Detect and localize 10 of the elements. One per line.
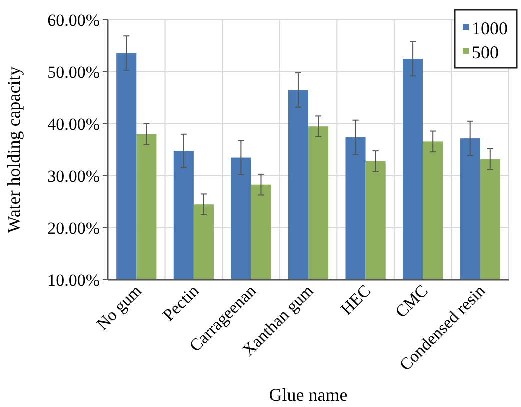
y-tick-label: 50.00% <box>48 62 100 82</box>
x-axis-title: Glue name <box>269 385 348 405</box>
y-tick-label: 60.00% <box>48 10 100 30</box>
legend-label: 500 <box>472 42 499 62</box>
y-tick-label: 40.00% <box>48 114 100 134</box>
y-axis-title: Water holding capacity <box>4 66 24 234</box>
y-tick-label: 10.00% <box>48 270 100 290</box>
y-tick-label: 20.00% <box>48 218 100 238</box>
y-tick-label: 30.00% <box>48 166 100 186</box>
legend-label: 1000 <box>472 18 508 38</box>
